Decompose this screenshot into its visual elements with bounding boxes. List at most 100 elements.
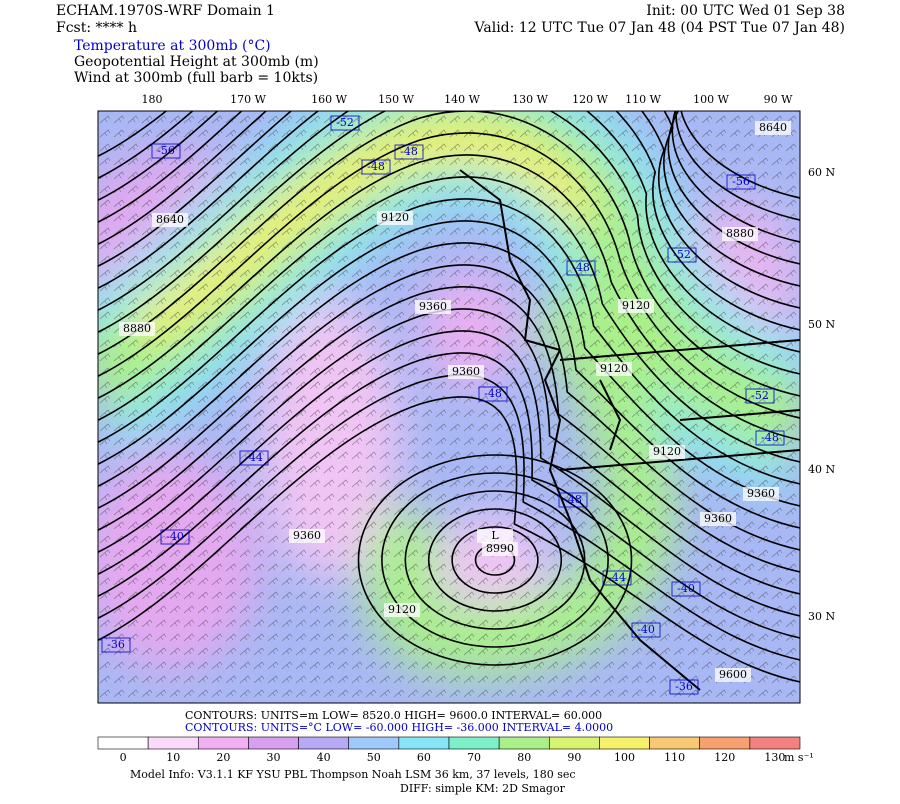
height-label-box: [119, 322, 155, 336]
model-info: Model Info: V3.1.1 KF YSU PBL Thompson N…: [130, 768, 576, 781]
colorbar-tick-label: 40: [317, 751, 331, 764]
temp-label: -48: [400, 145, 418, 158]
longitude-label: 180: [142, 93, 163, 106]
colorbar-tick-label: 110: [664, 751, 685, 764]
colorbar-swatch: [448, 736, 500, 750]
longitude-label: 170 W: [230, 93, 266, 106]
temp-label-box: [726, 174, 756, 190]
colorbar-swatch: [649, 736, 701, 750]
height-label: 8990: [486, 542, 514, 555]
temp-label-box: [151, 143, 181, 159]
colorbar-tick-label: 60: [417, 751, 431, 764]
height-contour: [98, 111, 800, 221]
map-frame: [97, 110, 801, 704]
height-label-box: [743, 487, 779, 501]
height-contour: [98, 330, 800, 617]
colorbar-tick-label: 20: [216, 751, 230, 764]
temp-label: -52: [751, 389, 769, 402]
height-label-box: [482, 542, 518, 556]
height-label-box: [618, 299, 654, 313]
temp-label-box: [755, 430, 785, 446]
height-contour: [98, 176, 800, 463]
height-label-box: [715, 668, 751, 682]
temp-label-box: [361, 159, 391, 175]
height-label: L: [491, 529, 499, 542]
height-label-box: [722, 227, 758, 241]
height-label: 9360: [704, 512, 732, 525]
latitude-label: 30 N: [808, 610, 835, 623]
height-label-box: [596, 362, 632, 376]
longitude-label: 110 W: [625, 93, 661, 106]
low-contour: [357, 454, 633, 666]
temp-label: -56: [157, 144, 175, 157]
height-label: 9600: [719, 668, 747, 681]
colorbar-swatch: [298, 736, 350, 750]
temp-label: -40: [166, 530, 184, 543]
temp-label: -48: [564, 493, 582, 506]
temp-label: -36: [107, 638, 125, 651]
temp-label: -48: [484, 387, 502, 400]
colorbar-unit: m s⁻¹: [784, 751, 814, 764]
colorbar-tick-label: 80: [517, 751, 531, 764]
colorbar-tick-label: 120: [714, 751, 735, 764]
height-contour: [98, 352, 800, 639]
height-contour: [98, 111, 800, 199]
field-height: Geopotential Height at 300mb (m): [74, 54, 319, 70]
height-contour: [98, 154, 800, 441]
forecast-hour: Fcst: **** h: [56, 20, 137, 36]
colorbar-swatch: [248, 736, 299, 750]
height-label: 8880: [726, 227, 754, 240]
colorbar-swatch: [498, 736, 550, 750]
height-contour: [98, 111, 800, 309]
height-label: 9120: [381, 211, 409, 224]
height-label-box: [477, 529, 513, 543]
colorbar-swatch: [197, 736, 249, 750]
colorbar-tick-label: 90: [567, 751, 581, 764]
colorbar-swatch: [398, 736, 450, 750]
height-label: 9360: [452, 365, 480, 378]
temp-label: -48: [761, 431, 779, 444]
height-label-box: [448, 365, 484, 379]
diff-info: DIFF: simple KM: 2D Smagor: [400, 782, 566, 795]
colorbar-tick-label: 50: [367, 751, 381, 764]
height-label: 9360: [419, 300, 447, 313]
height-label: 8880: [123, 322, 151, 335]
height-contour: [98, 111, 800, 331]
colorbar-swatch: [749, 736, 801, 750]
temp-label: -48: [572, 261, 590, 274]
temp-label-box: [101, 637, 131, 653]
field-wind: Wind at 300mb (full barb = 10kts): [74, 70, 318, 86]
height-contour: [98, 374, 800, 661]
temp-label: -40: [637, 623, 655, 636]
height-contour: [98, 111, 800, 265]
temp-label: -56: [732, 175, 750, 188]
temp-label-box: [566, 260, 596, 276]
height-label-box: [755, 121, 791, 135]
colorbar-swatch: [548, 736, 600, 750]
latitude-label: 40 N: [808, 463, 835, 476]
height-contour: [98, 111, 800, 375]
height-label-box: [649, 445, 685, 459]
longitude-label: 100 W: [693, 93, 729, 106]
temp-label: -44: [608, 571, 626, 584]
height-label-box: [700, 512, 736, 526]
height-label: 9120: [622, 299, 650, 312]
temp-label-box: [631, 622, 661, 638]
height-contour: [98, 111, 800, 397]
height-contour-info: CONTOURS: UNITS=m LOW= 8520.0 HIGH= 9600…: [185, 709, 602, 722]
height-label: 8640: [759, 121, 787, 134]
height-label: 9360: [293, 529, 321, 542]
latitude-label: 60 N: [808, 166, 835, 179]
temp-label-box: [160, 529, 190, 545]
colorbar-tick-label: 130: [764, 751, 785, 764]
longitude-label: 160 W: [311, 93, 347, 106]
height-label: 8640: [156, 213, 184, 226]
height-contour: [98, 111, 800, 243]
temp-label-box: [394, 144, 424, 160]
temp-label-box: [745, 388, 775, 404]
colorbar-swatch: [348, 736, 400, 750]
temp-label: -40: [677, 582, 695, 595]
temp-label: -48: [367, 160, 385, 173]
height-label: 9360: [747, 487, 775, 500]
